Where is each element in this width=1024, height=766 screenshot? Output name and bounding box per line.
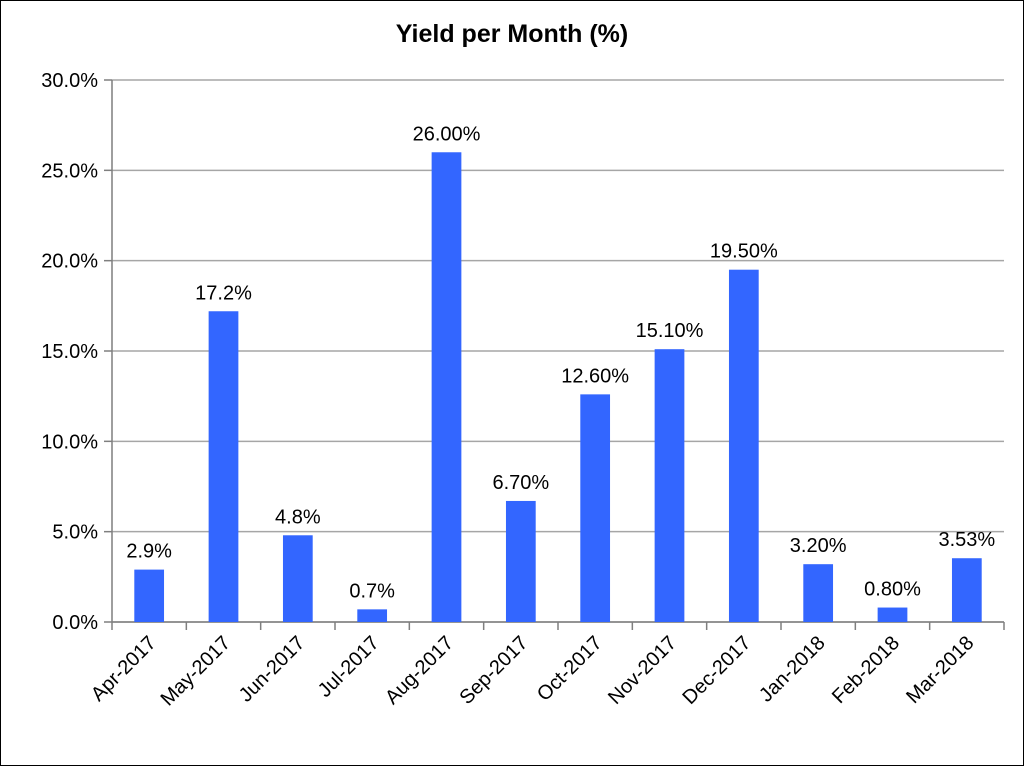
bar [134, 569, 165, 622]
data-label: 2.9% [126, 541, 172, 563]
x-category-label: May-2017 [157, 632, 235, 710]
bar [505, 500, 536, 622]
bar [877, 607, 908, 622]
data-label: 3.20% [790, 535, 847, 557]
chart-title: Yield per Month (%) [395, 20, 629, 48]
x-category-label: Sep-2017 [455, 632, 532, 709]
x-category-label: Aug-2017 [381, 632, 458, 709]
data-label: 0.80% [864, 579, 921, 601]
data-label: 12.60% [561, 365, 629, 387]
x-category-label: Jul-2017 [314, 632, 384, 702]
bar [282, 535, 313, 622]
y-tick-label: 25.0% [41, 160, 98, 182]
data-label: 19.50% [710, 241, 778, 263]
data-label: 0.7% [349, 580, 395, 602]
y-tick-label: 20.0% [41, 251, 98, 273]
bar [728, 269, 759, 622]
bar [208, 311, 239, 622]
x-category-label: Jan-2018 [755, 632, 830, 707]
y-tick-label: 5.0% [52, 522, 98, 544]
x-category-label: Nov-2017 [604, 632, 681, 709]
data-label: 3.53% [938, 529, 995, 551]
x-category-label: Oct-2017 [533, 632, 607, 706]
bar [803, 564, 834, 622]
y-tick-label: 30.0% [41, 70, 98, 92]
x-category-label: Feb-2018 [828, 632, 904, 708]
x-category-label: Apr-2017 [87, 632, 161, 706]
data-label: 17.2% [195, 282, 252, 304]
bar [951, 558, 982, 622]
bar [580, 394, 611, 622]
bar [654, 349, 685, 622]
bar [357, 609, 388, 622]
y-tick-label: 0.0% [52, 612, 98, 634]
data-label: 26.00% [413, 123, 481, 145]
y-tick-label: 10.0% [41, 431, 98, 453]
data-label: 4.8% [275, 506, 321, 528]
y-tick-label: 15.0% [41, 341, 98, 363]
x-category-label: Jun-2017 [235, 632, 310, 707]
bar [431, 152, 462, 622]
x-category-label: Mar-2018 [902, 632, 978, 708]
x-category-label: Dec-2017 [678, 632, 755, 709]
data-label: 6.70% [492, 472, 549, 494]
data-label: 15.10% [636, 320, 704, 342]
